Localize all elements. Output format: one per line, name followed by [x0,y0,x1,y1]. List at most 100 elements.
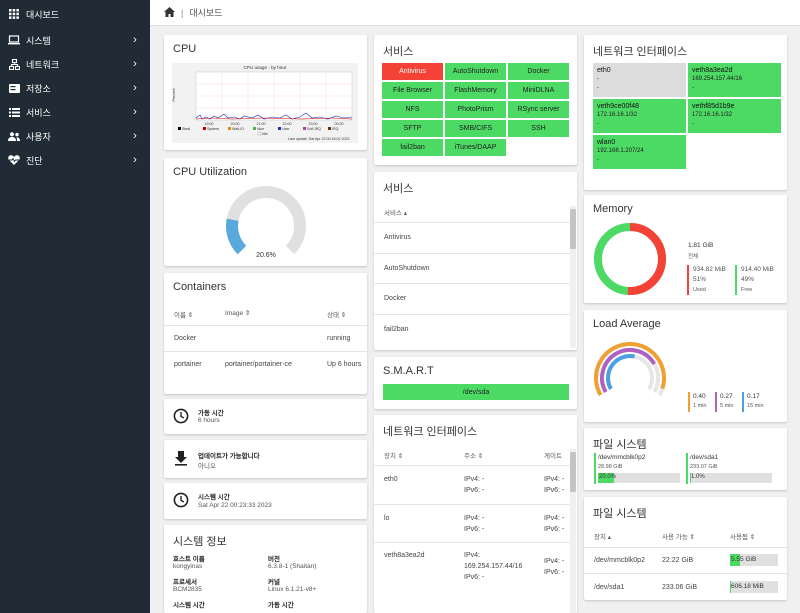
system-time-card: 시스템 시간 Sat Apr 22 00:23:33 2023 [164,483,367,519]
service-tile[interactable]: PhotoPrism [444,100,507,119]
services-list-card: 서비스 서비스 ▴ Antivirus AutoShutdown Docker … [374,172,577,350]
table-cell: Docker [174,335,197,342]
sidebar-item-label: 네트워크 [26,59,60,70]
system-time-value: Sat Apr 22 00:23:33 2023 [198,502,272,509]
column-header-device[interactable]: 장치 ▴ [594,534,612,541]
service-tile[interactable]: File Browser [381,81,444,100]
memory-used-label: Used [693,287,706,293]
filesystem-device[interactable]: /dev/sda1 [690,454,719,461]
sidebar-item-network[interactable]: 네트워크 › [0,52,150,76]
sidebar-item-dashboard[interactable]: 대시보드 [0,0,150,28]
interface-sub: - [597,85,599,91]
interface-name: wlan0 [597,139,616,146]
field-value: Linux 6.1.21-v8+ [268,586,317,593]
service-tile[interactable]: FlashMemory [444,81,507,100]
sidebar: 대시보드 시스템 › 네트워크 › 저장소 › 서비스 › 사용자 › 진단 › [0,0,150,613]
column-header-status[interactable]: 상태 ⇕ [327,312,347,319]
filesystem-usage-fill [690,473,691,483]
list-item[interactable]: fail2ban [384,326,409,333]
chevron-right-icon: › [133,106,137,118]
interface-sub: - [597,121,599,127]
service-tile[interactable]: AutoShutdown [444,62,507,81]
sidebar-item-users[interactable]: 사용자 › [0,124,150,148]
network-interface-tile[interactable]: veth9ce00f48 172.16.16.1/32 - [592,98,687,134]
list-item[interactable]: Docker [384,295,407,302]
network-grid-card: 네트워크 인터페이스 eth0 - - veth8a3ea2d 169.254.157.… [584,35,787,190]
field-label: 프로세서 [173,579,197,586]
filesystem-device[interactable]: /dev/mmcblk0p2 [598,454,646,461]
service-tile[interactable]: MiniDLNA [507,81,570,100]
load-arc-2 [606,354,635,390]
table-cell: /dev/sda1 [594,584,625,591]
service-tile[interactable]: RSync server [507,100,570,119]
filesystem-usage-pct: 20.0% [599,474,617,480]
table-cell: IPv4: 169.254.157.44/16 IPv6: - [464,552,523,581]
column-header-image[interactable]: Image ⇕ [225,310,251,317]
network-interface-tile[interactable]: wlan0 192.168.1.207/24 - [592,134,687,170]
legend-item: System [207,127,219,131]
interface-ip: 172.16.16.1/32 [597,112,638,118]
service-tile[interactable]: fail2ban [381,138,444,157]
field-value: kongyinas [173,563,203,570]
cpu-utilization-card: CPU Utilization 20.6% [164,158,367,266]
graph-updated: Last update: Sat Apr 22 00:15:01 2023 [288,137,350,141]
memory-free-pct: 49% [741,276,755,283]
card-title: 네트워크 인터페이스 [593,46,688,58]
uptime-label: 가동 시간 [198,410,224,417]
clock-icon [173,408,189,424]
home-icon[interactable] [164,6,175,19]
load-gauge [594,341,666,396]
column-header-device[interactable]: 장치 ⇕ [384,453,404,460]
sidebar-item-system[interactable]: 시스템 › [0,28,150,52]
field-label: 커널 [268,579,280,586]
sidebar-item-label: 대시보드 [26,9,60,20]
smart-device-tile[interactable]: /dev/sda [382,383,570,401]
service-tile[interactable]: iTunes/DAAP [444,138,507,157]
interface-ip: 169.254.157.44/16 [692,76,743,82]
service-tile[interactable]: NFS [381,100,444,119]
service-tile[interactable]: SFTP [381,119,444,138]
load-value: 0.17 [747,393,760,400]
column-header-address[interactable]: 주소 ⇕ [464,453,484,460]
field-label: 호스트 이름 [173,556,205,563]
graph-x-tick: 21:00 [257,122,266,126]
network-icon [8,58,20,70]
column-header-used[interactable]: 사용됨 ⇕ [730,534,756,541]
filesystem-usage-pct: 1.0% [691,474,705,480]
scrollbar[interactable] [570,206,576,348]
load-label: 1 min [693,403,707,409]
service-tile[interactable]: Docker [507,62,570,81]
network-interface-tile[interactable]: veth8a3ea2d 169.254.157.44/16 - [687,62,782,98]
list-item[interactable]: AutoShutdown [384,265,430,272]
uptime-value: 6 hours [198,417,220,424]
service-tile[interactable]: SMB/CIFS [444,119,507,138]
card-title: CPU Utilization [173,166,247,178]
interface-sub: - [597,157,599,163]
breadcrumb-current: 대시보드 [189,8,223,18]
network-interface-tile[interactable]: vethf85d1b9e 172.16.16.1/32 - [687,98,782,134]
laptop-icon [8,34,20,46]
table-cell: 233.06 GiB [662,584,698,591]
column-header-gateway[interactable]: 게이트 [544,453,562,460]
services-grid-card: 서비스 Antivirus AutoShutdown Docker File Brow… [374,35,577,165]
card-title: 네트워크 인터페이스 [383,426,478,438]
sidebar-item-label: 저장소 [26,83,51,94]
sidebar-item-diagnostics[interactable]: 진단 › [0,148,150,172]
sidebar-item-storage[interactable]: 저장소 › [0,76,150,100]
filesystem-usage-bar: 20.0% [598,473,680,483]
network-interface-tile[interactable]: eth0 - - [592,62,687,98]
column-header-name[interactable]: 이름 ⇕ [174,312,194,319]
graph-y-label: Percent [172,88,176,102]
sidebar-item-services[interactable]: 서비스 › [0,100,150,124]
network-list-card: 네트워크 인터페이스 장치 ⇕ 주소 ⇕ 게이트 eth0 IPv4: - IPv… [374,415,577,613]
scrollbar[interactable] [570,449,576,613]
chevron-right-icon: › [133,130,137,142]
column-header-service[interactable]: 서비스 ▴ [384,210,408,217]
service-tile[interactable]: SSH [507,119,570,138]
service-tile[interactable]: Antivirus [381,62,444,81]
graph-x-tick: 19:00 [205,122,214,126]
interface-ip: 172.16.16.1/32 [692,112,733,118]
column-header-available[interactable]: 사용 가능 ⇕ [662,534,695,541]
breadcrumb-separator: | [181,7,184,18]
list-item[interactable]: Antivirus [384,234,411,241]
